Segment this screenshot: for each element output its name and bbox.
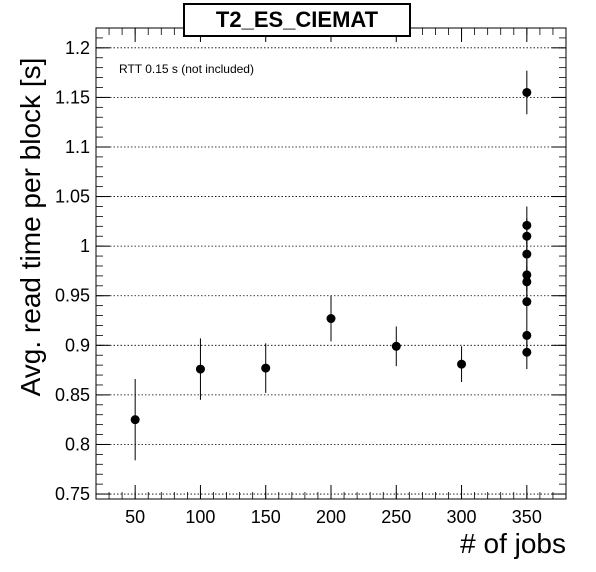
x-axis-label: # of jobs — [460, 528, 566, 559]
data-point — [522, 297, 532, 307]
y-tick-label: 1.15 — [55, 87, 90, 107]
y-tick-label: 0.95 — [55, 286, 90, 306]
x-tick-label: 300 — [447, 507, 477, 527]
data-point — [130, 415, 140, 425]
data-point — [522, 249, 532, 259]
x-tick-label: 200 — [316, 507, 346, 527]
y-tick-label: 1 — [80, 236, 90, 256]
x-tick-label: 50 — [125, 507, 145, 527]
y-tick-label: 0.9 — [65, 335, 90, 355]
data-point — [391, 341, 401, 351]
data-point — [522, 87, 532, 97]
y-axis-label: Avg. read time per block [s] — [15, 57, 46, 397]
axis-ticks — [96, 27, 566, 499]
tick-labels: 0.75 0.8 0.85 0.9 0.95 1 1.05 1.1 1.15 1.2 50 100 15… — [55, 38, 542, 527]
y-tick-label: 0.8 — [65, 434, 90, 454]
data-point — [522, 231, 532, 241]
data-point — [195, 364, 205, 374]
y-tick-label: 0.85 — [55, 385, 90, 405]
data-points — [130, 87, 532, 425]
plot-frame — [95, 27, 567, 500]
data-point — [522, 277, 532, 287]
data-point — [457, 359, 467, 369]
error-bars — [134, 70, 528, 461]
data-point — [261, 363, 271, 373]
x-tick-label: 250 — [381, 507, 411, 527]
y-tick-label: 0.75 — [55, 484, 90, 504]
grid-lines — [96, 47, 566, 495]
x-tick-label: 350 — [512, 507, 542, 527]
x-tick-label: 100 — [185, 507, 215, 527]
data-point — [326, 314, 336, 324]
data-point — [522, 330, 532, 340]
y-tick-label: 1.05 — [55, 187, 90, 207]
chart-annotation: RTT 0.15 s (not included) — [119, 62, 254, 76]
chart-title: T2_ES_CIEMAT — [183, 3, 411, 37]
x-tick-label: 150 — [251, 507, 281, 527]
y-tick-label: 1.2 — [65, 38, 90, 58]
data-point — [522, 347, 532, 357]
data-point — [522, 270, 532, 280]
data-point — [522, 220, 532, 230]
y-tick-label: 1.1 — [65, 137, 90, 157]
